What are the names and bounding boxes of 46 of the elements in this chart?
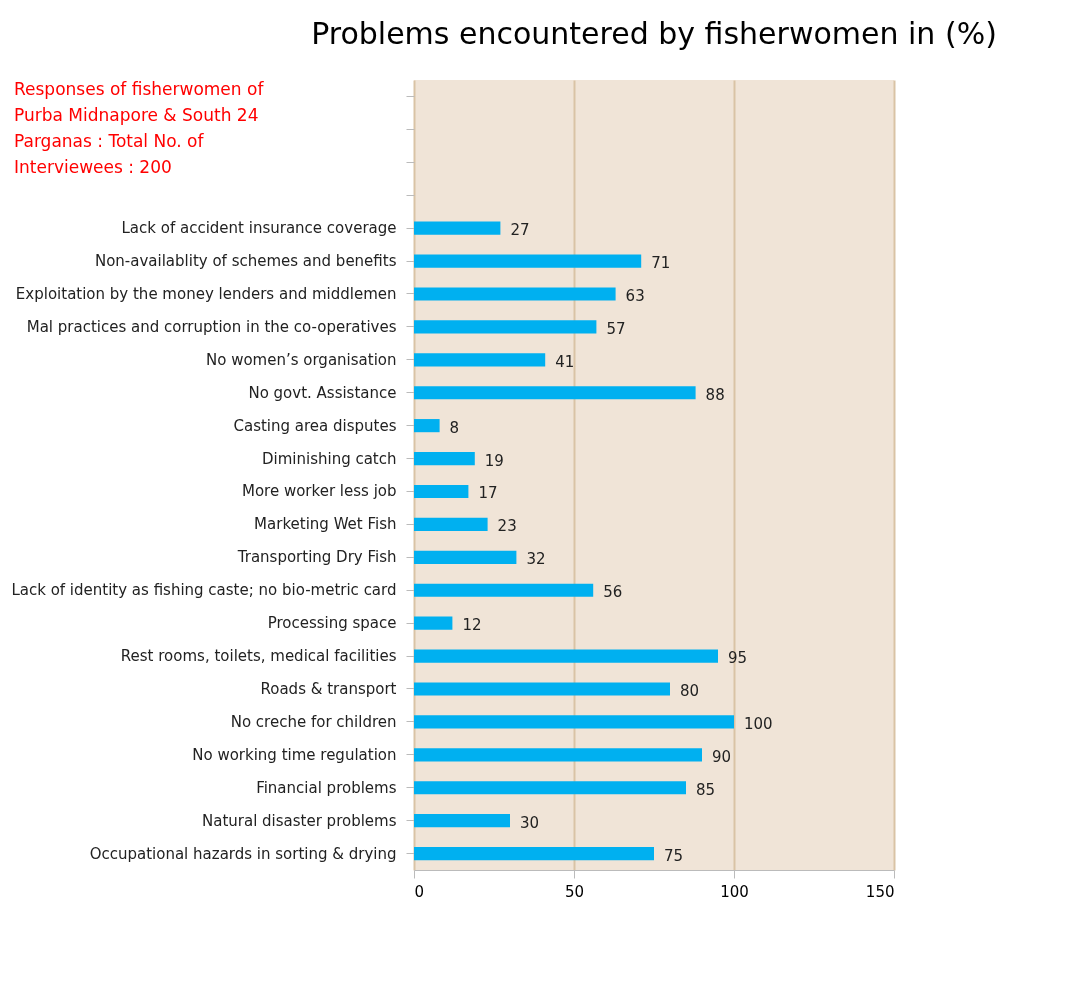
- y-tick-label: Non-availablity of schemes and benefits: [94, 252, 397, 271]
- data-label: 85: [696, 780, 716, 799]
- y-tick-label: No govt. Assistance: [248, 383, 397, 402]
- y-tick-label: Rest rooms, toilets, medical facilities: [120, 647, 397, 666]
- y-tick-label: Roads & transport: [260, 679, 397, 698]
- y-tick-label: No women’s organisation: [205, 350, 397, 369]
- data-label: 23: [497, 517, 517, 536]
- y-tick-label: Lack of accident insurance coverage: [121, 219, 397, 238]
- y-tick-label: Financial problems: [256, 778, 397, 797]
- data-label: 8: [449, 418, 460, 437]
- data-label: 30: [520, 813, 540, 832]
- x-tick-label: 0: [414, 882, 425, 901]
- y-tick-label: More worker less job: [241, 482, 397, 501]
- data-label: 32: [526, 550, 546, 569]
- y-tick-label: Transporting Dry Fish: [236, 548, 397, 567]
- x-tick-label: 150: [865, 882, 895, 901]
- y-tick-label: Marketing Wet Fish: [254, 515, 397, 534]
- chart-title: Problems encountered by fisherwomen in (%): [311, 16, 997, 51]
- x-tick-label: 100: [720, 882, 749, 901]
- data-label: 95: [728, 649, 748, 668]
- x-tick-label: 50: [564, 882, 585, 901]
- data-label: 88: [705, 385, 725, 404]
- data-label: 75: [664, 846, 684, 865]
- y-tick-label: Diminishing catch: [261, 449, 397, 468]
- y-tick-label: Occupational hazards in sorting & drying: [89, 844, 397, 863]
- data-label: 57: [606, 319, 626, 338]
- data-label: 71: [651, 254, 671, 273]
- y-tick-label: Mal practices and corruption in the co-operatives: [26, 317, 397, 336]
- y-tick-label: Processing space: [267, 614, 397, 633]
- data-label: 17: [478, 484, 498, 503]
- data-label: 56: [603, 583, 623, 602]
- y-tick-label: No creche for children: [230, 712, 397, 731]
- y-tick-label: Casting area disputes: [233, 416, 397, 435]
- y-tick-label: Lack of identity as fishing caste; no bio-metric card: [11, 581, 397, 600]
- y-tick-label: Exploitation by the money lenders and middlemen: [15, 284, 397, 303]
- data-label: 12: [462, 616, 482, 635]
- data-label: 100: [744, 714, 773, 733]
- y-tick-label: No working time regulation: [192, 745, 397, 764]
- text: Responses of fisherwomen of Purba Midnapore & South 24 Parganas : Total No. of Interviewees : 200: [14, 79, 265, 177]
- data-label: 80: [680, 681, 700, 700]
- data-label: 63: [625, 286, 645, 305]
- data-label: 19: [484, 451, 504, 470]
- data-label: 90: [712, 747, 732, 766]
- data-label: 41: [555, 352, 575, 371]
- data-label: 27: [510, 221, 530, 240]
- y-tick-label: Natural disaster problems: [201, 811, 397, 830]
